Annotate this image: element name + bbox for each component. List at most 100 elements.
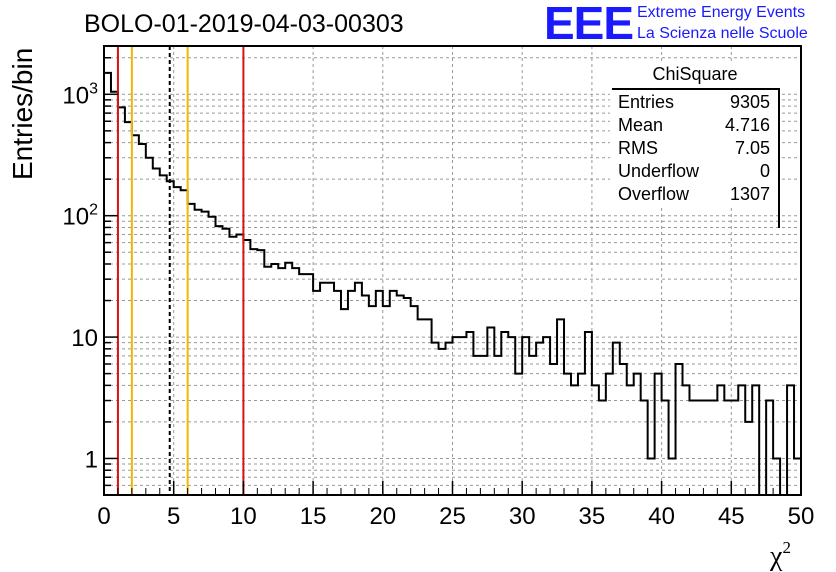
histogram-bin (717, 385, 724, 495)
histogram-bin (432, 343, 439, 495)
histogram-bin (724, 401, 731, 495)
histogram-bin (411, 306, 418, 495)
histogram-bin (710, 401, 717, 495)
histogram-bin (202, 212, 209, 495)
histogram-bin (132, 135, 139, 495)
histogram-bin (494, 356, 501, 495)
histogram-bin (592, 385, 599, 495)
logo-tagline-2: La Scienza nelle Scuole (637, 25, 808, 42)
histogram-bin (536, 343, 543, 495)
histogram-bin (376, 291, 383, 495)
histogram-bin (313, 291, 320, 495)
histogram-bin (564, 374, 571, 495)
stats-value: 0 (759, 161, 770, 181)
histogram-bin (508, 337, 515, 495)
histogram-bin (188, 204, 195, 495)
histogram-bin (104, 73, 111, 495)
x-tick-label: 0 (97, 503, 110, 530)
histogram-bin (418, 319, 425, 495)
stats-label: Mean (618, 115, 664, 135)
histogram-bin (174, 187, 181, 495)
histogram-bin (229, 237, 236, 495)
histogram-bin (543, 337, 550, 495)
stats-row-underflow: Underflow 0 (610, 161, 778, 184)
stats-label: Overflow (618, 184, 690, 204)
histogram-bin (390, 291, 397, 495)
stats-row-entries: Entries 9305 (610, 92, 778, 115)
histogram-bin (369, 306, 376, 495)
x-tick-label: 35 (579, 503, 606, 530)
histogram-bin (425, 319, 432, 495)
y-tick-label: 1 (85, 446, 98, 473)
stats-box-title: ChiSquare (612, 64, 778, 90)
histogram-bin (125, 122, 132, 495)
eee-logo: EEE (544, 0, 634, 49)
histogram-bin (111, 92, 118, 495)
histogram-bin (320, 283, 327, 495)
histogram-bin (613, 343, 620, 495)
histogram-bin (773, 458, 780, 495)
histogram-bin (257, 250, 264, 495)
histogram-bin (362, 296, 369, 495)
histogram-bin (787, 385, 794, 495)
histogram-bin (669, 458, 676, 495)
histogram-bin (683, 385, 690, 495)
stats-row-mean: Mean 4.716 (610, 115, 778, 138)
y-axis-label: Entries/bin (7, 48, 38, 180)
x-tick-label: 45 (718, 503, 745, 530)
histogram-bin (334, 291, 341, 495)
histogram-bin (620, 364, 627, 495)
histogram-bin (578, 374, 585, 495)
stats-label: Entries (618, 92, 675, 112)
stats-row-overflow: Overflow 1307 (610, 184, 778, 207)
x-tick-label: 20 (369, 503, 396, 530)
histogram-bin (306, 274, 313, 495)
histogram-bin (766, 401, 773, 495)
stats-box: ChiSquare Entries 9305 Mean 4.716 RMS 7.… (610, 64, 780, 228)
histogram-bin (243, 240, 250, 495)
histogram-bin (278, 268, 285, 495)
histogram-bin (501, 332, 508, 495)
histogram-bin (655, 374, 662, 495)
histogram-bin (383, 306, 390, 495)
histogram-bin (466, 332, 473, 495)
histogram-bin (459, 337, 466, 495)
histogram-bin (487, 327, 494, 495)
histogram-series (104, 71, 801, 496)
histogram-bin (292, 268, 299, 495)
stats-label: Underflow (618, 161, 700, 181)
y-tick-label: 102 (62, 202, 98, 231)
axes: 0 5 10 15 20 25 30 35 40 45 50 1 10 102 103 (62, 57, 814, 530)
x-tick-label: 15 (300, 503, 327, 530)
histogram-bin (794, 458, 801, 495)
histogram-bin (703, 401, 710, 495)
x-axis-label: χ2 (769, 538, 791, 572)
histogram-bin (480, 356, 487, 495)
histogram-bin (689, 401, 696, 495)
histogram-bin (745, 422, 752, 495)
logo-tagline-1: Extreme Energy Events (637, 4, 806, 21)
stats-value: 9305 (729, 92, 770, 112)
stats-value: 4.716 (724, 115, 770, 135)
histogram-bin (550, 364, 557, 495)
histogram-bin (271, 264, 278, 495)
histogram-bin (473, 356, 480, 495)
histogram-bin (222, 229, 229, 495)
histogram-bin (209, 217, 216, 495)
histogram-bin (648, 458, 655, 495)
histogram-bin (118, 107, 125, 495)
histogram-bin (696, 401, 703, 495)
histogram-bin (446, 343, 453, 495)
stats-row-rms: RMS 7.05 (610, 138, 778, 161)
histogram-bin (355, 283, 362, 495)
histogram-bin (404, 298, 411, 495)
histogram-bin (738, 385, 745, 495)
histogram-bin (676, 364, 683, 495)
histogram-bin (216, 226, 223, 495)
histogram-bin (453, 337, 460, 495)
histogram-steps (104, 71, 801, 496)
histogram-bin (327, 283, 334, 495)
histogram-bin (599, 401, 606, 495)
histogram-bin (627, 385, 634, 495)
